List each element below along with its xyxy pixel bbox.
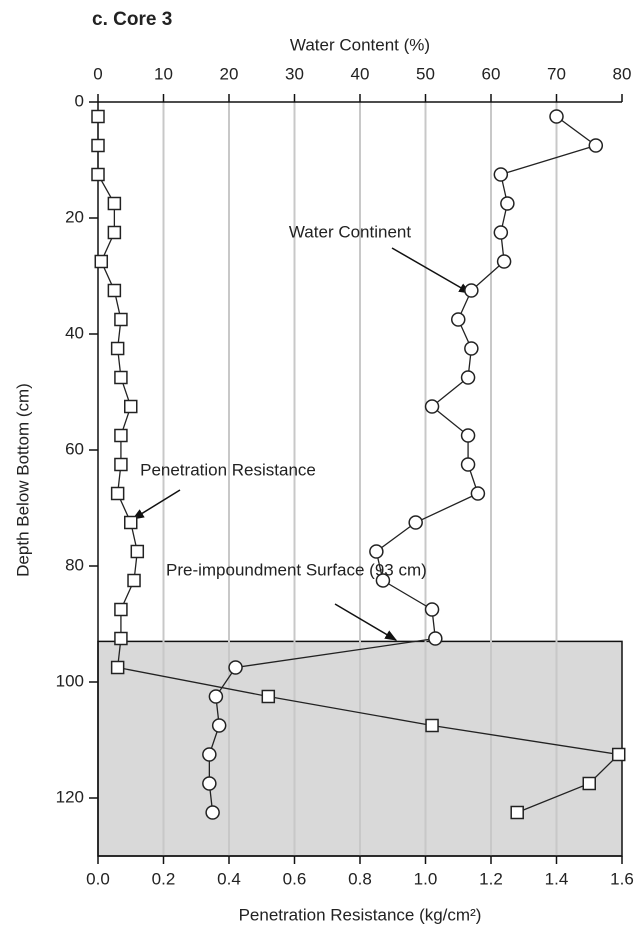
data-point	[424, 602, 440, 617]
data-point	[582, 776, 596, 791]
annotation: Penetration Resistance	[140, 460, 316, 479]
y-tick-label: 100	[56, 671, 84, 690]
x-tick-label: 0.6	[283, 869, 307, 888]
data-point	[510, 805, 524, 820]
data-point	[107, 225, 122, 240]
data-point	[208, 689, 224, 704]
x-axis-title: Penetration Resistance (kg/cm²)	[239, 905, 482, 924]
data-point	[261, 689, 276, 704]
data-point	[114, 602, 128, 617]
data-point	[91, 109, 105, 124]
data-point	[588, 138, 604, 153]
data-point	[114, 631, 128, 646]
data-point	[424, 399, 440, 414]
x2-tick-label: 20	[220, 64, 239, 83]
data-point	[549, 109, 564, 124]
plot-background	[97, 102, 623, 857]
data-point	[464, 283, 479, 298]
data-point	[110, 660, 125, 675]
data-point	[114, 457, 128, 472]
data-point	[202, 747, 217, 762]
data-point	[228, 660, 243, 675]
data-point	[460, 370, 476, 385]
x-tick-label: 0.2	[152, 869, 176, 888]
x2-tick-label: 80	[613, 64, 632, 83]
y-tick-label: 60	[65, 439, 84, 458]
data-point	[211, 718, 227, 733]
annotation: Water Continent	[289, 222, 411, 241]
data-point	[425, 718, 439, 733]
x-tick-label: 1.6	[610, 869, 634, 888]
data-point	[428, 631, 443, 646]
annotation: Pre-impoundment Surface (93 cm)	[166, 560, 427, 579]
y-tick-label: 0	[75, 91, 84, 110]
data-point	[408, 515, 423, 530]
data-point	[114, 370, 128, 385]
annotation-arrow	[334, 603, 398, 641]
data-point	[124, 515, 138, 530]
y-tick-label: 120	[56, 787, 84, 806]
data-point	[107, 196, 122, 211]
data-point	[91, 167, 105, 182]
data-point	[114, 312, 128, 327]
data-point	[470, 486, 486, 501]
y-tick-label: 40	[65, 323, 84, 342]
data-point	[124, 399, 138, 414]
data-point	[114, 428, 128, 443]
x-tick-label: 1.2	[479, 869, 503, 888]
x-tick-label: 1.4	[545, 869, 569, 888]
annotation-arrow	[131, 489, 181, 520]
data-point	[460, 428, 476, 443]
data-point	[451, 312, 466, 327]
x-tick-label: 0.0	[86, 869, 110, 888]
data-point	[500, 196, 515, 211]
x2-tick-label: 70	[547, 64, 566, 83]
x2-tick-label: 0	[93, 64, 102, 83]
data-point	[130, 544, 145, 559]
x2-tick-label: 10	[154, 64, 173, 83]
x2-tick-label: 40	[351, 64, 370, 83]
x-tick-label: 0.8	[348, 869, 372, 888]
x2-axis-title: Water Content (%)	[290, 35, 430, 54]
data-point	[464, 341, 479, 356]
y-tick-label: 80	[65, 555, 84, 574]
data-point	[611, 747, 626, 762]
data-point	[110, 341, 125, 356]
x2-tick-label: 50	[416, 64, 435, 83]
data-point	[202, 776, 217, 791]
data-point	[110, 486, 125, 501]
y-axis-title: Depth Below Bottom (cm)	[13, 383, 32, 577]
data-point	[369, 544, 384, 559]
data-point	[493, 167, 509, 182]
data-point	[127, 573, 141, 588]
data-point	[496, 254, 512, 269]
y-tick-label: 20	[65, 207, 84, 226]
x2-tick-label: 60	[482, 64, 501, 83]
x-tick-label: 1.0	[414, 869, 438, 888]
data-point	[91, 138, 105, 153]
data-point	[205, 805, 220, 820]
chart-title: c. Core 3	[92, 9, 172, 30]
data-point	[94, 254, 109, 269]
data-point	[493, 225, 509, 240]
x2-tick-label: 30	[285, 64, 304, 83]
data-point	[460, 457, 476, 472]
data-point	[375, 573, 391, 588]
annotation-arrow	[391, 247, 472, 294]
data-point	[107, 283, 122, 298]
x-tick-label: 0.4	[217, 869, 241, 888]
